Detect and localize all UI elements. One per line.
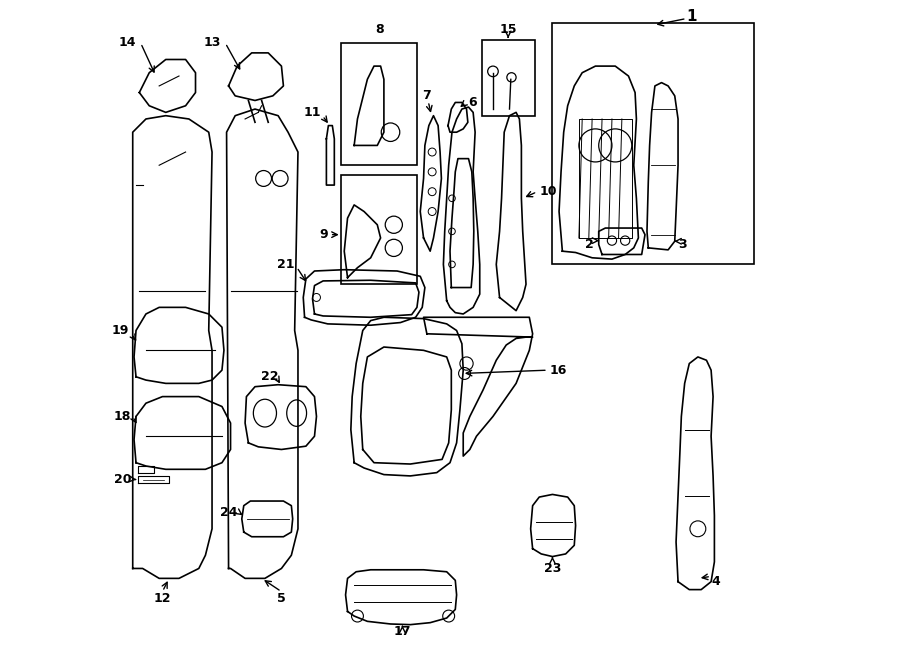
- Polygon shape: [344, 205, 381, 278]
- Polygon shape: [444, 107, 480, 314]
- Polygon shape: [424, 317, 533, 456]
- Text: 24: 24: [220, 506, 238, 519]
- Polygon shape: [132, 116, 212, 578]
- Text: 9: 9: [320, 228, 328, 241]
- Polygon shape: [327, 126, 334, 185]
- Polygon shape: [355, 66, 384, 145]
- Text: 20: 20: [114, 473, 131, 486]
- Polygon shape: [598, 228, 645, 254]
- Text: 23: 23: [544, 562, 561, 575]
- Text: 1: 1: [686, 9, 697, 24]
- Text: 10: 10: [539, 185, 557, 198]
- Text: 22: 22: [262, 370, 279, 383]
- Text: 14: 14: [119, 36, 136, 50]
- Text: 12: 12: [154, 592, 171, 605]
- Polygon shape: [676, 357, 715, 590]
- Text: 16: 16: [549, 364, 566, 377]
- Bar: [341, 43, 417, 165]
- Text: 4: 4: [711, 575, 720, 588]
- Text: 13: 13: [203, 36, 220, 50]
- Polygon shape: [140, 59, 195, 112]
- Text: 17: 17: [393, 625, 411, 638]
- Text: 7: 7: [422, 89, 431, 102]
- Polygon shape: [420, 116, 441, 251]
- Polygon shape: [134, 397, 230, 469]
- Text: 15: 15: [500, 23, 517, 36]
- Text: 21: 21: [277, 258, 294, 271]
- Polygon shape: [496, 112, 526, 311]
- Polygon shape: [448, 102, 468, 132]
- Polygon shape: [647, 83, 678, 250]
- Text: 5: 5: [277, 592, 286, 605]
- Polygon shape: [531, 494, 576, 557]
- Text: 19: 19: [112, 324, 130, 337]
- Polygon shape: [559, 66, 638, 259]
- Polygon shape: [303, 270, 425, 325]
- Polygon shape: [242, 501, 292, 537]
- Text: 3: 3: [678, 238, 687, 251]
- Text: 8: 8: [375, 23, 383, 36]
- Text: 6: 6: [468, 96, 476, 109]
- Polygon shape: [134, 307, 224, 383]
- Bar: [482, 40, 535, 116]
- Polygon shape: [229, 53, 284, 100]
- Polygon shape: [346, 570, 456, 625]
- Text: 18: 18: [114, 410, 131, 423]
- Polygon shape: [227, 109, 298, 578]
- Bar: [341, 175, 417, 284]
- Text: 11: 11: [303, 106, 321, 119]
- Polygon shape: [245, 385, 317, 449]
- Bar: [553, 23, 754, 264]
- Polygon shape: [351, 317, 464, 476]
- Text: 2: 2: [585, 238, 594, 251]
